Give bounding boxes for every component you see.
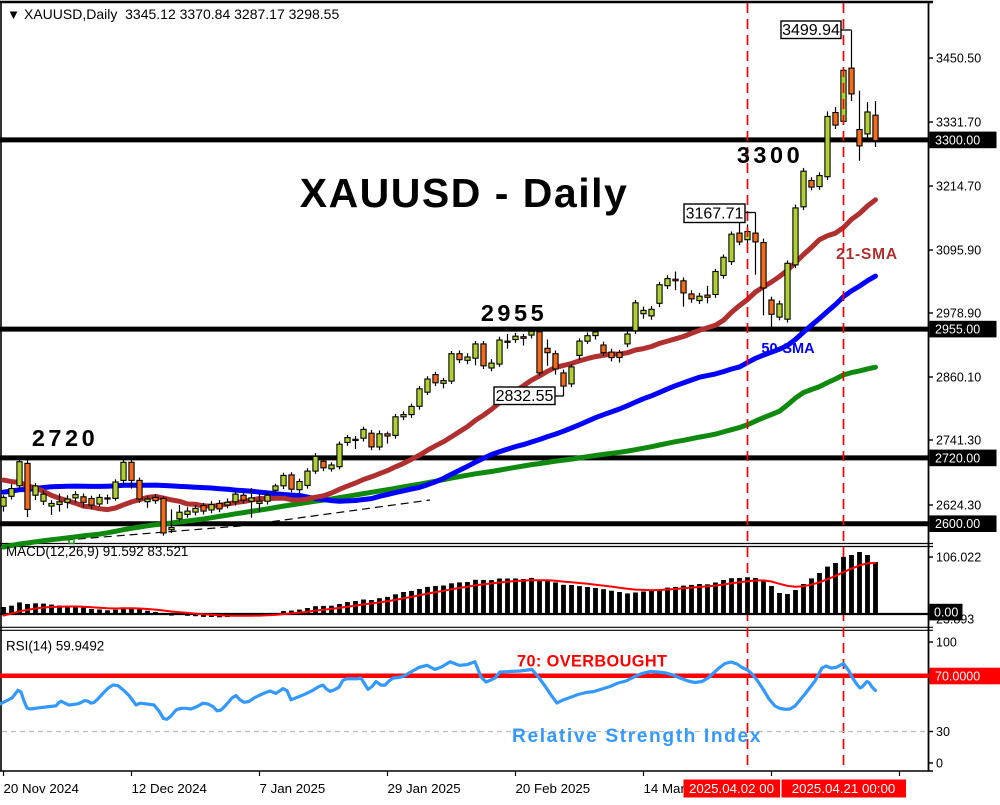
svg-text:7 Jan 2025: 7 Jan 2025 xyxy=(260,781,326,796)
svg-text:0.00: 0.00 xyxy=(934,605,958,619)
svg-text:2978.90: 2978.90 xyxy=(936,306,981,320)
svg-text:50-SMA: 50-SMA xyxy=(761,341,815,357)
svg-text:3095.90: 3095.90 xyxy=(936,243,981,257)
svg-text:3300.00: 3300.00 xyxy=(935,133,980,147)
svg-text:20 Nov 2024: 20 Nov 2024 xyxy=(4,781,79,796)
svg-text:2025.04.02 00: 2025.04.02 00 xyxy=(689,781,774,796)
svg-text:3300: 3300 xyxy=(737,142,803,168)
svg-text:2860.10: 2860.10 xyxy=(936,370,981,384)
svg-text:3214.70: 3214.70 xyxy=(936,179,981,193)
svg-text:29 Jan 2025: 29 Jan 2025 xyxy=(388,781,461,796)
svg-text:XAUUSD - Daily: XAUUSD - Daily xyxy=(300,170,629,216)
svg-text:2720: 2720 xyxy=(32,425,98,451)
svg-text:21-SMA: 21-SMA xyxy=(836,246,898,263)
svg-text:2955: 2955 xyxy=(481,300,547,326)
svg-text:70: OVERBOUGHT: 70: OVERBOUGHT xyxy=(517,653,667,671)
svg-text:30: 30 xyxy=(936,725,950,739)
svg-text:RSI(14) 59.9492: RSI(14) 59.9492 xyxy=(6,639,104,654)
svg-text:3167.71: 3167.71 xyxy=(686,205,744,222)
svg-text:3450.50: 3450.50 xyxy=(936,51,981,65)
svg-text:100: 100 xyxy=(936,636,957,650)
svg-text:XAUUSD,Daily 3345.12 3370.84: XAUUSD,Daily 3345.12 3370.84 3287.17 329… xyxy=(24,6,339,22)
svg-text:Relative Strength Index: Relative Strength Index xyxy=(512,726,762,747)
svg-text:2025.04.21 00:00: 2025.04.21 00:00 xyxy=(792,781,896,796)
svg-text:106.022: 106.022 xyxy=(936,551,981,565)
svg-text:2624.30: 2624.30 xyxy=(936,498,981,512)
svg-text:70.0000: 70.0000 xyxy=(935,669,980,683)
svg-text:2720.00: 2720.00 xyxy=(935,451,980,465)
svg-text:2955.00: 2955.00 xyxy=(935,323,980,337)
svg-text:MACD(12,26,9) 91.592 83.521: MACD(12,26,9) 91.592 83.521 xyxy=(6,544,188,559)
svg-text:3331.70: 3331.70 xyxy=(936,115,981,129)
svg-text:0: 0 xyxy=(936,757,943,771)
svg-text:12 Dec 2024: 12 Dec 2024 xyxy=(132,781,207,796)
svg-text:2600.00: 2600.00 xyxy=(935,517,980,531)
svg-text:▼: ▼ xyxy=(7,7,20,22)
svg-text:20 Feb 2025: 20 Feb 2025 xyxy=(516,781,591,796)
svg-text:2832.55: 2832.55 xyxy=(496,388,554,405)
svg-text:3499.94: 3499.94 xyxy=(782,22,840,39)
svg-text:2741.30: 2741.30 xyxy=(936,433,981,447)
